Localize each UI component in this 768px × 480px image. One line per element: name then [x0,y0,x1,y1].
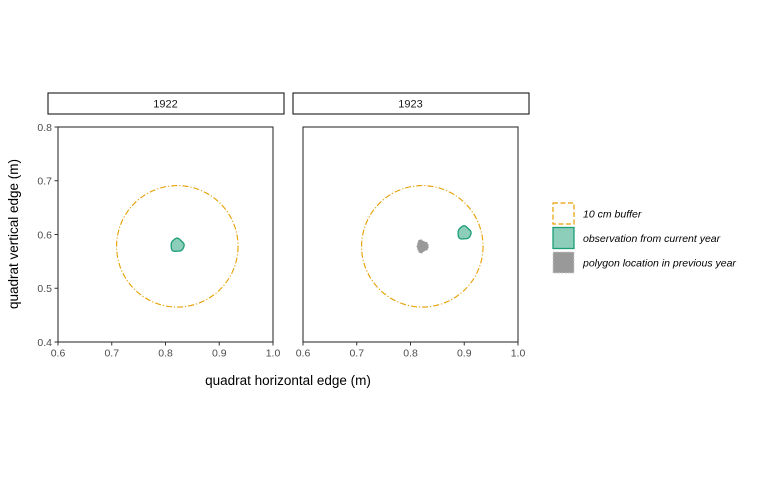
legend: 10 cm buffer observation from current yea… [552,202,736,274]
x-tick-label: 0.6 [296,348,311,360]
legend-label: 10 cm buffer [583,209,642,221]
y-tick-label: 0.6 [37,229,52,241]
y-tick-label: 0.4 [37,337,52,349]
current-year-polygon [457,225,472,240]
legend-key-previous [552,251,575,274]
legend-item-current: observation from current year [552,226,721,250]
facet-label: 1922 [153,99,177,111]
buffer-circle [361,185,484,308]
legend-key-current [552,226,575,250]
buffer-circle [116,185,239,308]
y-tick-label: 0.7 [37,176,52,188]
x-tick-label: 0.8 [403,348,418,360]
facet-label: 1923 [398,99,422,111]
x-tick-label: 0.9 [212,348,227,360]
y-axis-title: quadrat vertical edge (m) [6,159,21,309]
facet-strip [292,92,530,115]
facet-panel-1923: 1923 0.6 0.7 0.8 0.9 1.0 [292,92,530,360]
panel-border [302,126,519,343]
x-tick-label: 0.6 [51,348,66,360]
legend-key-buffer [552,202,575,225]
legend-label: polygon location in previous year [582,258,736,270]
x-tick-label: 0.8 [158,348,173,360]
legend-item-buffer: 10 cm buffer [552,202,642,225]
x-tick-label: 0.7 [349,348,364,360]
x-axis-title: quadrat horizontal edge (m) [205,373,371,388]
legend-label: observation from current year [583,233,721,245]
x-tick-label: 1.0 [266,348,281,360]
current-year-polygon [170,237,185,252]
facet-strip [47,92,285,115]
x-tick-label: 0.7 [104,348,119,360]
previous-year-polygon [416,239,429,254]
panel-border [57,126,274,343]
x-tick-label: 0.9 [457,348,472,360]
y-tick-label: 0.5 [37,283,52,295]
x-tick-label: 1.0 [511,348,526,360]
legend-item-previous: polygon location in previous year [552,251,736,274]
y-tick-label: 0.8 [37,122,52,134]
panels: 1922 0.6 0.7 0.8 0.9 1.0 0.4 0.5 0.6 0.7 0.8 1923 0.… [37,92,530,360]
facet-panel-1922: 1922 0.6 0.7 0.8 0.9 1.0 0.4 0.5 0.6 0.7 0.8 [37,92,285,360]
